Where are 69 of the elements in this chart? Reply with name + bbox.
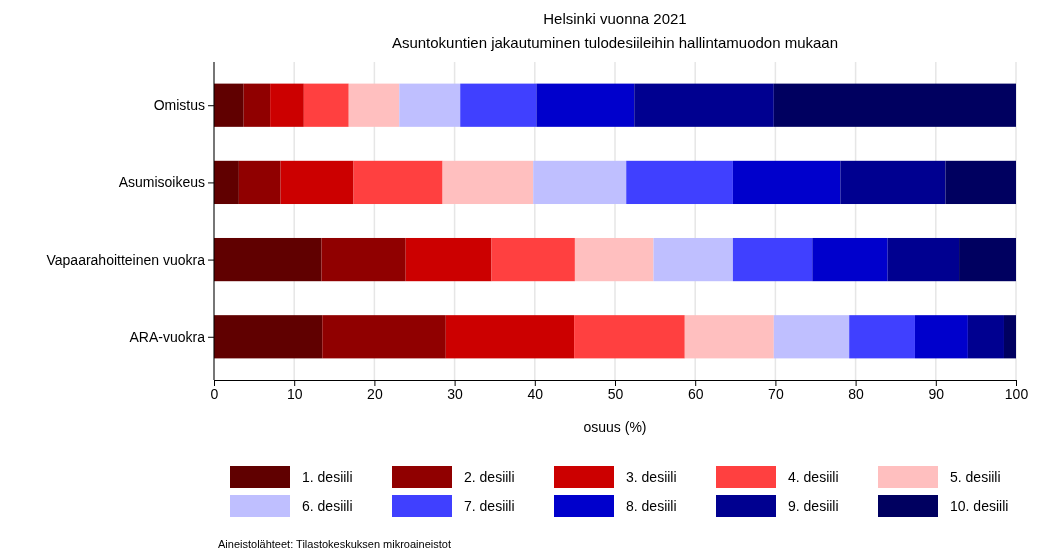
bar: [732, 160, 841, 205]
x-tick-label: 40: [527, 385, 544, 402]
bar: [887, 237, 960, 282]
bar: [634, 83, 774, 127]
legend-label: 2. desiili: [464, 469, 515, 485]
bar: [348, 83, 400, 127]
bar: [322, 315, 446, 359]
chart-subtitle: Asuntokuntien jakautuminen tulodesiileihin hallintamuodon mukaan: [391, 34, 839, 51]
bar: [214, 237, 322, 282]
bar: [238, 160, 281, 205]
bar: [773, 315, 850, 359]
y-tick-label: Vapaarahoitteinen vuokra: [46, 251, 206, 268]
bar: [270, 83, 304, 127]
x-tick-label: 60: [687, 385, 704, 402]
bar: [653, 237, 733, 282]
x-tick-label: 0: [210, 385, 219, 402]
bar: [460, 83, 537, 127]
bar: [773, 83, 1016, 127]
bar: [243, 83, 271, 127]
bar: [353, 160, 443, 205]
text: Aineistolähteet: Tilastokeskuksen mikroaineistot: [218, 538, 451, 550]
bar: [280, 160, 354, 205]
bar: [732, 237, 813, 282]
legend-label: 1. desiili: [302, 469, 353, 485]
bar: [445, 315, 575, 359]
legend-label: 10. desiili: [950, 498, 1009, 514]
x-axis-title: osuus (%): [583, 419, 647, 435]
bar: [1003, 315, 1016, 359]
bar: [574, 237, 654, 282]
bar: [967, 315, 1004, 359]
legend-label: 9. desiili: [788, 498, 839, 514]
y-tick-label: ARA-vuokra: [129, 328, 206, 345]
bar: [849, 315, 915, 359]
bar: [626, 160, 733, 205]
bar: [303, 83, 349, 127]
legend-label: 3. desiili: [626, 469, 677, 485]
bar: [442, 160, 534, 205]
bar: [536, 83, 635, 127]
bar: [214, 160, 239, 205]
x-tick-label: 90: [928, 385, 945, 402]
x-tick-label: 80: [848, 385, 865, 402]
bar: [945, 160, 1016, 205]
x-tick-label: 70: [768, 385, 784, 402]
bar: [574, 315, 685, 359]
legend-label: 5. desiili: [950, 469, 1001, 485]
x-tick-label: 20: [367, 385, 383, 402]
bar: [684, 315, 774, 359]
bar: [399, 83, 461, 127]
bar: [321, 237, 406, 282]
x-tick-label: 30: [447, 385, 464, 402]
bar: [491, 237, 575, 282]
bar: [840, 160, 946, 205]
bar: [533, 160, 627, 205]
bar: [959, 237, 1016, 282]
legend-label: 8. desiili: [626, 498, 677, 514]
y-tick-label: Omistus: [153, 97, 205, 114]
x-tick-label: 10: [286, 385, 303, 402]
x-tick-label: 100: [1004, 385, 1029, 402]
bar: [214, 83, 244, 127]
legend-label: 6. desiili: [302, 498, 353, 514]
bar: [405, 237, 492, 282]
bar: [812, 237, 888, 282]
legend-label: 4. desiili: [788, 469, 839, 485]
bar: [914, 315, 968, 359]
y-tick-label: Asumisoikeus: [118, 174, 205, 191]
bar: [214, 315, 323, 359]
legend-label: 7. desiili: [464, 498, 515, 514]
chart-title: Helsinki vuonna 2021: [543, 10, 687, 27]
x-tick-label: 50: [607, 385, 624, 402]
